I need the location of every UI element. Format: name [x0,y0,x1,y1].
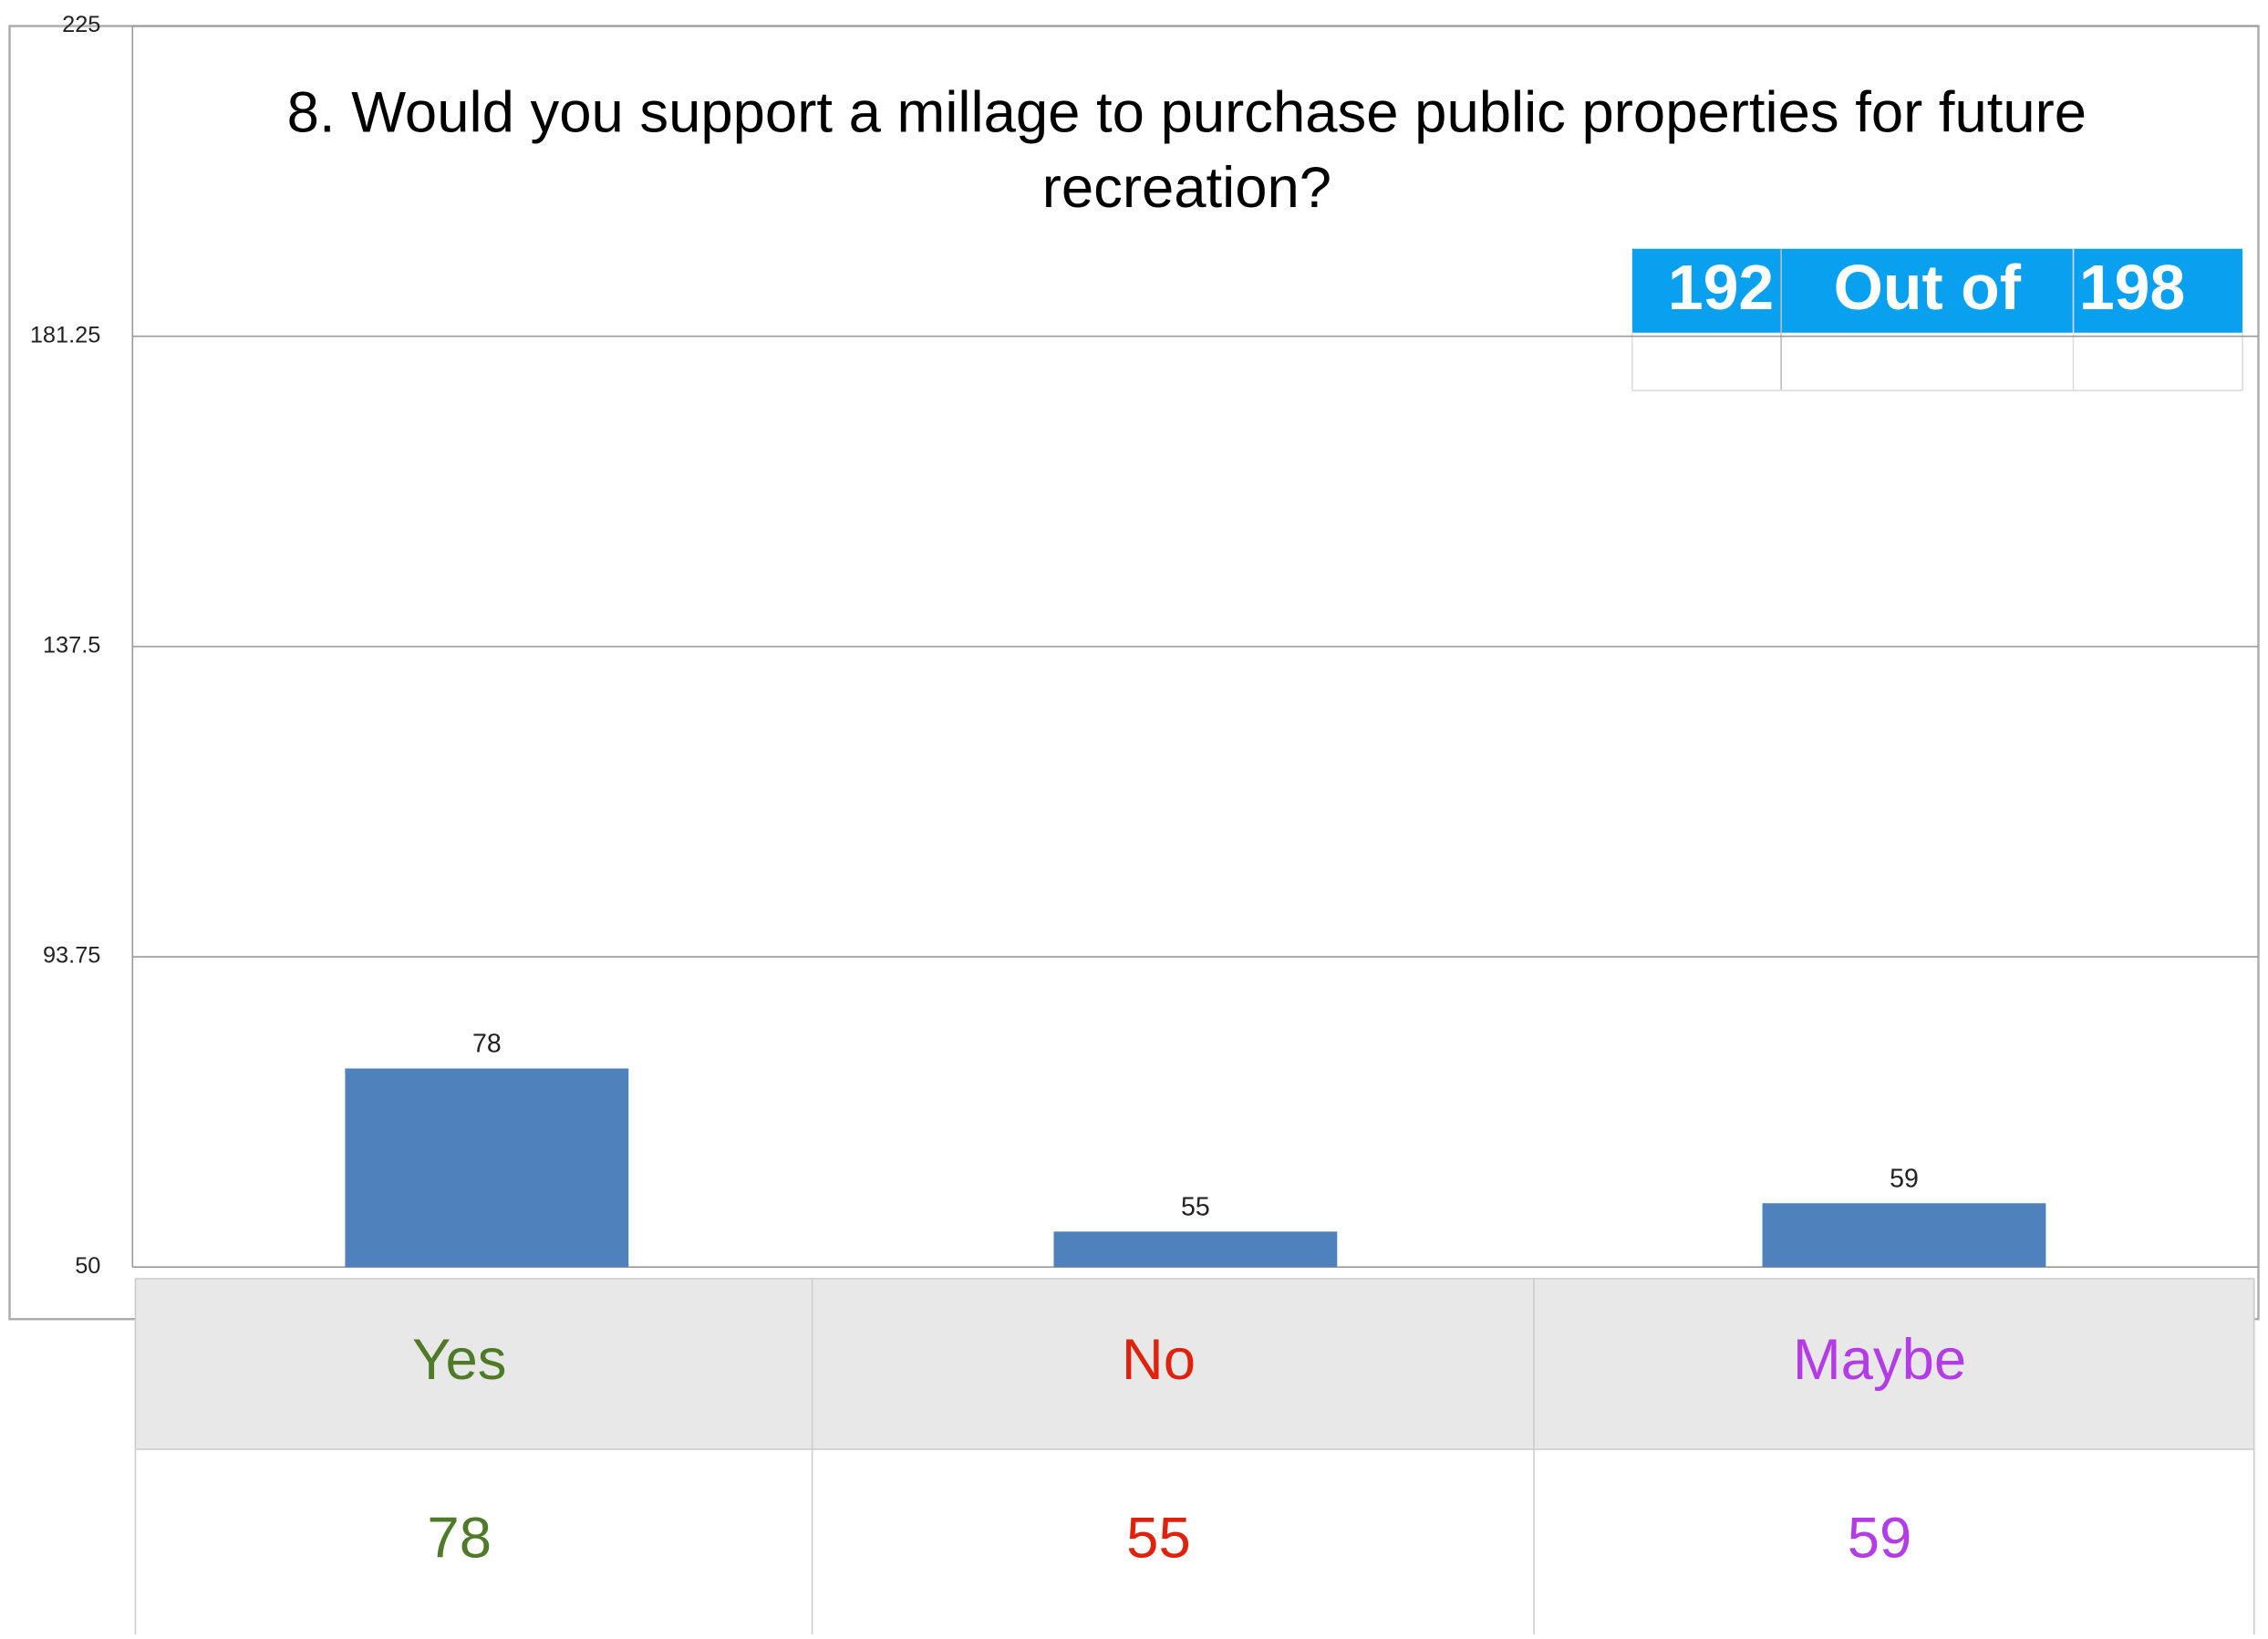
summary-total: 198 [2079,252,2185,323]
title-box: 8. Would you support a millage to purcha… [286,80,2087,221]
value-label: 55 [1181,1192,1210,1221]
table-category: No [1122,1328,1196,1392]
y-tick-label: 93.75 [43,943,100,969]
value-label: 59 [1890,1164,1919,1193]
bar [1762,1203,2046,1268]
table-value: 55 [1126,1506,1191,1570]
chart-title: 8. Would you support a millage to purcha… [286,80,2087,221]
y-tick-label: 137.5 [43,633,100,659]
value-label: 78 [472,1030,502,1059]
table-value-row [135,1449,2254,1634]
y-tick-label: 50 [75,1253,100,1279]
table-category: Yes [412,1328,506,1392]
table-value: 59 [1848,1506,1912,1570]
table-value: 78 [427,1506,492,1570]
y-tick-label: 225 [62,12,100,37]
summary-answered: 192 [1668,252,1774,323]
y-tick-label: 181.25 [30,322,101,348]
summary-label: Out of [1834,252,2022,323]
bar [345,1068,629,1268]
bar [1053,1231,1338,1268]
table-category: Maybe [1793,1328,1966,1392]
table-lines [134,1278,2255,1634]
summary-box [1631,248,2243,333]
table-header-row [135,1278,2254,1450]
